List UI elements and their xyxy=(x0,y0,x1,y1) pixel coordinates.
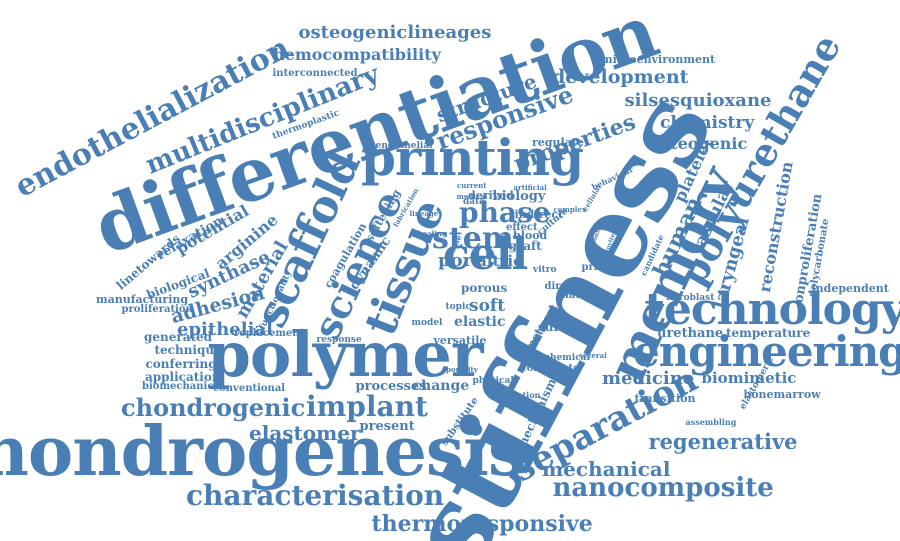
word-porosity: porosity xyxy=(446,364,478,374)
word-current: current xyxy=(457,180,487,190)
word-biomimetic: biomimetic xyxy=(701,368,797,387)
word-versatile: versatile xyxy=(433,333,487,347)
word-complex: complex xyxy=(553,204,587,214)
word-response: response xyxy=(316,334,362,345)
word-bonemarrow: bonemarrow xyxy=(743,387,821,401)
word-medical: medical xyxy=(456,191,488,201)
word-contribute: contribute xyxy=(520,363,580,374)
word-stem: stem xyxy=(432,221,514,256)
word-pore: pore xyxy=(438,250,484,271)
word-healing: healing xyxy=(417,228,447,238)
word-transition: transition xyxy=(634,391,696,405)
word-urethane: urethane xyxy=(657,325,724,341)
word-elastic: elastic xyxy=(454,314,506,330)
word-implant: implant xyxy=(306,390,428,423)
word-present: present xyxy=(359,418,415,434)
word-endothelial: endothelial xyxy=(375,140,433,151)
word-direct: direct xyxy=(544,281,578,292)
word-biomechanical: biomechanical xyxy=(142,381,224,392)
word-graft: graft xyxy=(508,239,542,253)
word-limitation: limitation xyxy=(496,390,541,400)
word-nature: nature xyxy=(561,290,599,301)
word-model: model xyxy=(411,317,443,328)
word-vitro: vitro xyxy=(533,264,557,275)
word-osteogenic: osteogenic xyxy=(650,134,748,153)
word-data: data xyxy=(463,196,486,207)
word-effect: effect xyxy=(506,222,538,233)
word-engineering: engineering xyxy=(633,327,900,376)
word-nanocomposite: nanocomposite xyxy=(552,473,774,503)
word-proliferation: proliferation xyxy=(121,304,193,315)
word-chemistry: chemistry xyxy=(660,112,755,133)
word-conventional: conventional xyxy=(213,383,286,394)
word-polymer: polymer xyxy=(207,318,484,391)
word-regenerative: regenerative xyxy=(648,428,798,454)
word-regulate: regulate xyxy=(532,135,584,149)
word-fibroblast: fibroblast xyxy=(666,292,715,303)
word-biology: biology xyxy=(492,188,546,204)
word-topic: topic xyxy=(445,301,471,312)
word-change: change xyxy=(412,378,470,394)
word-indirect: indirect xyxy=(514,207,564,221)
word-replacement: replacement xyxy=(234,328,305,339)
word-chemical: chemical xyxy=(544,352,590,363)
word-mechanical: mechanical xyxy=(542,457,671,481)
word-epithelial: epithelial xyxy=(177,319,273,340)
word-conferring: conferring xyxy=(145,357,217,371)
word-derived: derived xyxy=(468,188,514,202)
word-lineage: lineage xyxy=(409,208,439,218)
word-technique: technique xyxy=(154,343,222,357)
word-application: application xyxy=(145,370,221,384)
word-printed: printed xyxy=(581,262,623,273)
word-nitric: nitric xyxy=(476,251,523,270)
word-interconnected: interconnected xyxy=(272,68,358,79)
word-chondrogenesis: chondrogenesis xyxy=(0,412,526,492)
word-phase: phase xyxy=(459,196,551,229)
word-development: development xyxy=(552,65,689,88)
word-processes: processes xyxy=(355,378,427,394)
word-physical: physical xyxy=(472,375,514,386)
word-thermoresponsive: thermoresponsive xyxy=(371,511,593,537)
word-chondrogenic: chondrogenic xyxy=(121,393,306,422)
word-elastomer: elastomer xyxy=(249,421,361,445)
word-surface: surface xyxy=(538,320,588,334)
word-characterisation: characterisation xyxy=(186,479,445,512)
word-cell: cell xyxy=(443,229,528,280)
word-generated: generated xyxy=(144,330,213,344)
word-hemocompatibility: hemocompatibility xyxy=(273,45,441,64)
word-independent: independent xyxy=(811,281,889,295)
word-several: several xyxy=(579,350,607,360)
word-printing: printing xyxy=(361,128,584,187)
word-osteogeniclineages: osteogeniclineages xyxy=(298,22,492,43)
word-technology: technology xyxy=(644,284,900,335)
word-medicine: medicine xyxy=(602,368,695,389)
word-manufacturing: manufacturing xyxy=(96,292,189,306)
word-porous: porous xyxy=(461,281,508,295)
word-artificial: artificial xyxy=(513,182,547,192)
word-silsesquioxane: silsesquioxane xyxy=(624,90,772,111)
word-microenvironment: microenvironment xyxy=(601,52,716,66)
word-soft: soft xyxy=(469,295,506,316)
word-blood: blood xyxy=(513,228,548,242)
word-assembling: assembling xyxy=(685,417,737,427)
word-temperature: temperature xyxy=(726,326,811,340)
